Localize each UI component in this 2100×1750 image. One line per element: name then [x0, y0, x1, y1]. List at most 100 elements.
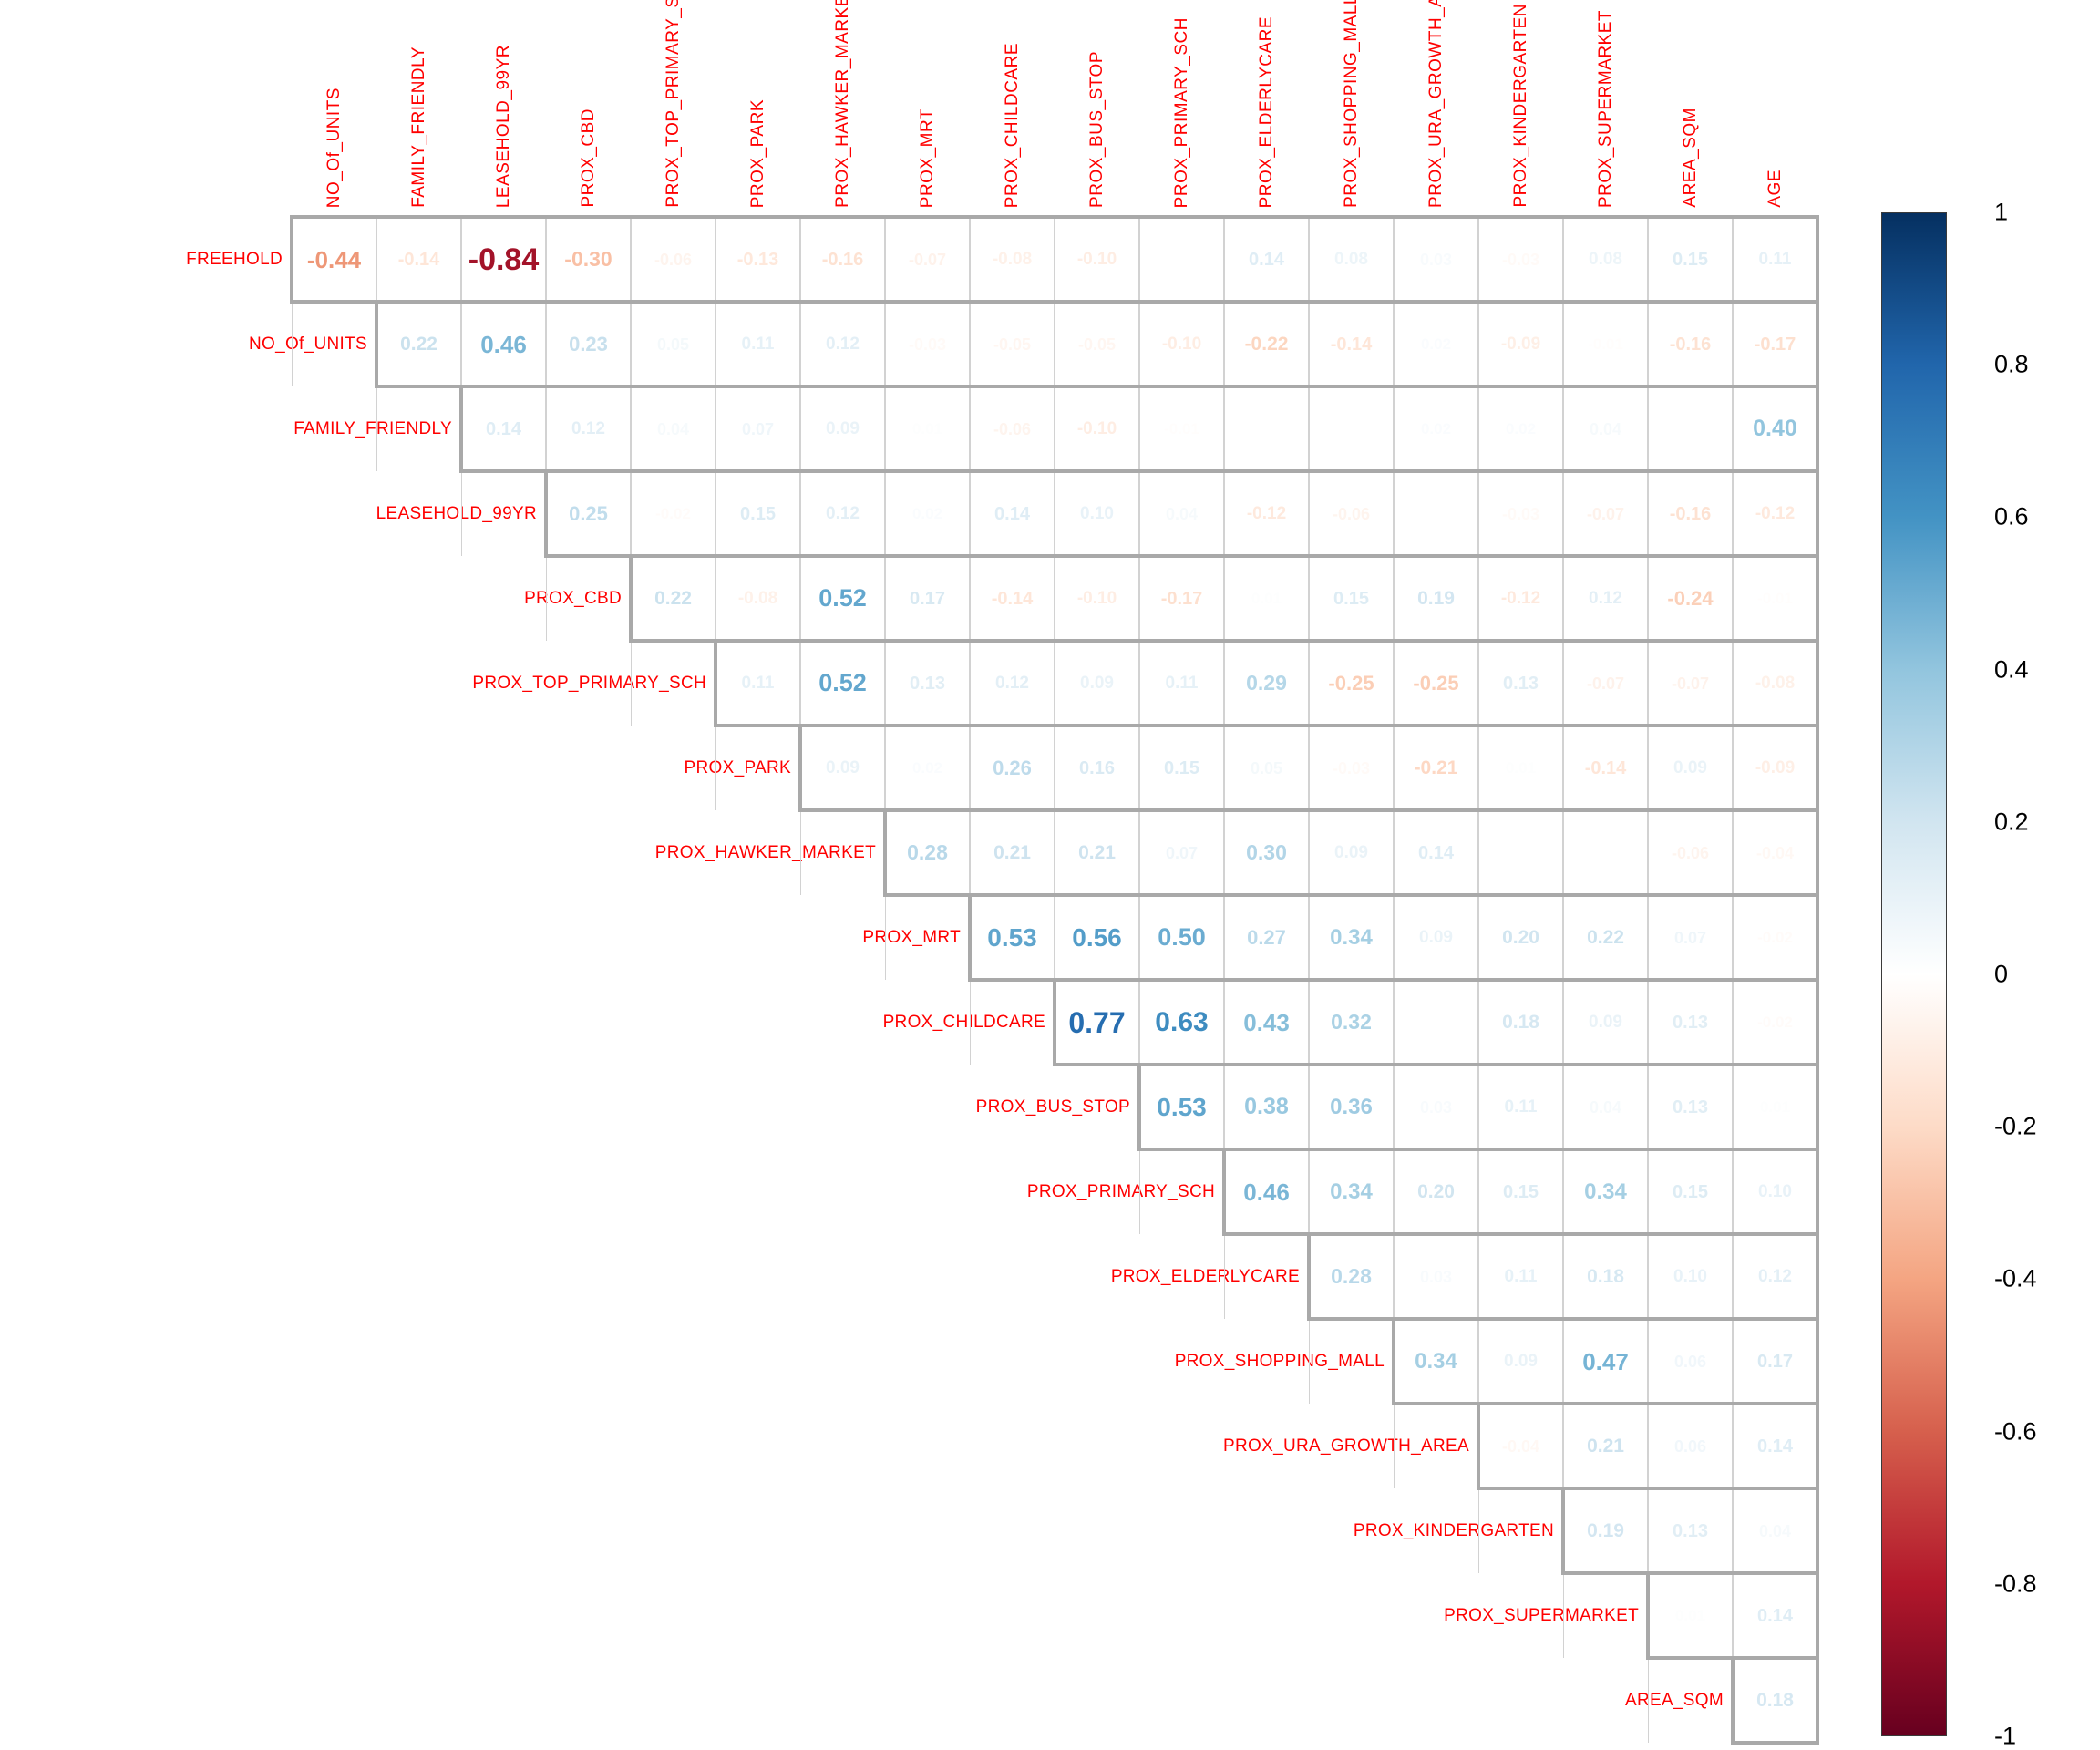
corr-value: -0.02 [1757, 1014, 1793, 1031]
corr-value: -0.12 [1246, 504, 1287, 523]
corr-value: 0.09 [1080, 674, 1114, 693]
corr-cell-freehold-x-prox_childcare: -0.08 [970, 217, 1055, 302]
corr-value: 0.02 [911, 505, 943, 522]
grid-border-line [544, 469, 548, 558]
corr-value: -0.02 [655, 505, 691, 522]
col-label-prox_shopping_mall: PROX_SHOPPING_MALL [1309, 0, 1394, 208]
corr-value: -0.01 [1757, 590, 1793, 607]
corr-cell-prox_hawker_market-x-prox_mrt: 0.28 [885, 810, 970, 895]
grid-border-line [1053, 978, 1056, 1066]
col-label-text: PROX_PARK [747, 98, 767, 208]
grid-border-line [798, 724, 802, 812]
col-label-area_sqm: AREA_SQM [1648, 0, 1733, 208]
corr-value: 0.20 [1417, 1181, 1455, 1202]
corr-cell-prox_cbd-x-prox_supermarket: 0.12 [1563, 556, 1648, 641]
colorbar-tick-label--0.2: -0.2 [1994, 1112, 2037, 1140]
corr-cell-leasehold_99yr-x-prox_park: 0.15 [715, 471, 800, 556]
corr-value: 0.15 [740, 503, 776, 524]
corr-cell-freehold-x-prox_top_primary_sch: -0.06 [631, 217, 715, 302]
corr-cell-prox_childcare-x-prox_shopping_mall: 0.32 [1309, 980, 1394, 1065]
corr-cell-prox_supermarket-x-area_sqm: 0.01 [1648, 1573, 1733, 1658]
corr-cell-prox_hawker_market-x-prox_primary_sch: 0.07 [1139, 810, 1224, 895]
corr-value: 0.14 [1249, 249, 1284, 270]
corr-cell-no_of_units-x-prox_cbd: 0.23 [546, 302, 631, 386]
col-label-text: PROX_SUPERMARKET [1595, 9, 1615, 208]
row-label-prox_supermarket: PROX_SUPERMARKET [1444, 1605, 1639, 1625]
corr-value: 0.26 [993, 756, 1032, 779]
corr-cell-family_friendly-x-prox_elderlycare: 0.00 [1224, 386, 1309, 471]
corr-value: 0.09 [1334, 843, 1368, 862]
corr-value: 0.13 [910, 673, 945, 694]
grid-border-line [290, 300, 1819, 304]
corr-cell-freehold-x-age: 0.11 [1733, 217, 1817, 302]
col-label-prox_bus_stop: PROX_BUS_STOP [1055, 0, 1139, 208]
corr-cell-prox_cbd-x-prox_primary_sch: -0.17 [1139, 556, 1224, 641]
corr-cell-prox_top_primary_sch-x-prox_supermarket: -0.07 [1563, 641, 1648, 726]
corr-cell-leasehold_99yr-x-age: -0.12 [1733, 471, 1817, 556]
diagonal-box [715, 726, 800, 810]
corr-cell-prox_park-x-prox_supermarket: -0.14 [1563, 726, 1648, 810]
corr-cell-prox_hawker_market-x-prox_kindergarten: 0.00 [1478, 810, 1563, 895]
corr-value: 0.53 [1157, 1092, 1207, 1121]
corr-value: 0.15 [1164, 757, 1199, 778]
col-label-no_of_units: NO_Of_UNITS [292, 0, 376, 208]
corr-cell-prox_park-x-prox_childcare: 0.26 [970, 726, 1055, 810]
corr-value: 0.05 [656, 335, 690, 354]
corr-cell-prox_primary_sch-x-prox_shopping_mall: 0.34 [1309, 1149, 1394, 1234]
corr-value: 0.02 [911, 759, 943, 777]
col-label-text: PROX_BUS_STOP [1086, 51, 1107, 208]
corr-cell-family_friendly-x-prox_bus_stop: -0.10 [1055, 386, 1139, 471]
corr-cell-leasehold_99yr-x-prox_bus_stop: 0.10 [1055, 471, 1139, 556]
corr-value: 0.10 [1080, 504, 1114, 523]
corr-cell-prox_cbd-x-prox_top_primary_sch: 0.22 [631, 556, 715, 641]
corr-cell-prox_top_primary_sch-x-prox_primary_sch: 0.11 [1139, 641, 1224, 726]
col-label-prox_childcare: PROX_CHILDCARE [970, 0, 1055, 208]
corr-cell-no_of_units-x-prox_primary_sch: -0.10 [1139, 302, 1224, 386]
corr-value: -0.16 [1669, 503, 1712, 524]
corr-value: 0.04 [1758, 1521, 1792, 1540]
corr-value: 0.38 [1244, 1094, 1289, 1119]
corr-value: 0.04 [1589, 1097, 1622, 1117]
corr-cell-prox_top_primary_sch-x-area_sqm: -0.07 [1648, 641, 1733, 726]
row-label-no_of_units: NO_Of_UNITS [249, 334, 367, 354]
corr-value: -0.12 [1755, 504, 1796, 523]
corr-value: 0.17 [1757, 1351, 1793, 1372]
corr-value: 0.18 [1756, 1690, 1794, 1711]
corr-value: -0.07 [1586, 504, 1625, 523]
colorbar-tick-label-0.2: 0.2 [1994, 808, 2029, 836]
corr-value: 0.52 [818, 669, 867, 696]
corr-cell-no_of_units-x-prox_bus_stop: -0.05 [1055, 302, 1139, 386]
corr-cell-prox_top_primary_sch-x-prox_bus_stop: 0.09 [1055, 641, 1139, 726]
corr-cell-family_friendly-x-prox_cbd: 0.12 [546, 386, 631, 471]
row-label-prox_ura_growth_area: PROX_URA_GROWTH_AREA [1223, 1436, 1469, 1456]
corr-cell-family_friendly-x-leasehold_99yr: 0.14 [461, 386, 546, 471]
corr-value: 0.43 [1243, 1008, 1290, 1036]
corr-cell-prox_childcare-x-prox_bus_stop: 0.77 [1055, 980, 1139, 1065]
corr-value: 0.21 [993, 842, 1031, 863]
corr-cell-prox_elderlycare-x-prox_ura_growth_area: 0.03 [1394, 1234, 1478, 1319]
corr-value: 0.29 [1246, 671, 1287, 695]
corr-value: 0.18 [1587, 1266, 1624, 1287]
corr-cell-prox_hawker_market-x-area_sqm: -0.06 [1648, 810, 1733, 895]
corr-cell-prox_mrt-x-prox_elderlycare: 0.27 [1224, 895, 1309, 980]
corr-cell-prox_primary_sch-x-prox_supermarket: 0.34 [1563, 1149, 1648, 1234]
diagonal-box [546, 556, 631, 641]
grid-border-line [798, 808, 1819, 812]
corr-cell-family_friendly-x-prox_hawker_market: 0.09 [800, 386, 885, 471]
corr-cell-prox_bus_stop-x-age: 0.01 [1733, 1065, 1817, 1149]
corr-value: 0.28 [1331, 1264, 1372, 1288]
corr-value: -0.21 [1414, 757, 1458, 778]
grid-border-line [459, 385, 463, 473]
corr-value: 0.22 [1587, 927, 1624, 948]
corr-value: 0.40 [1753, 416, 1797, 441]
corr-value: -0.16 [1669, 334, 1712, 355]
corr-cell-prox_bus_stop-x-prox_supermarket: 0.04 [1563, 1065, 1648, 1149]
corr-value: -0.08 [737, 589, 778, 608]
corr-value: -0.44 [306, 245, 362, 273]
corr-value: 0.15 [1503, 1181, 1539, 1202]
corr-cell-prox_shopping_mall-x-prox_ura_growth_area: 0.34 [1394, 1319, 1478, 1404]
corr-cell-prox_primary_sch-x-prox_kindergarten: 0.15 [1478, 1149, 1563, 1234]
corr-value: 0.09 [1589, 1013, 1622, 1032]
corr-cell-leasehold_99yr-x-prox_cbd: 0.25 [546, 471, 631, 556]
